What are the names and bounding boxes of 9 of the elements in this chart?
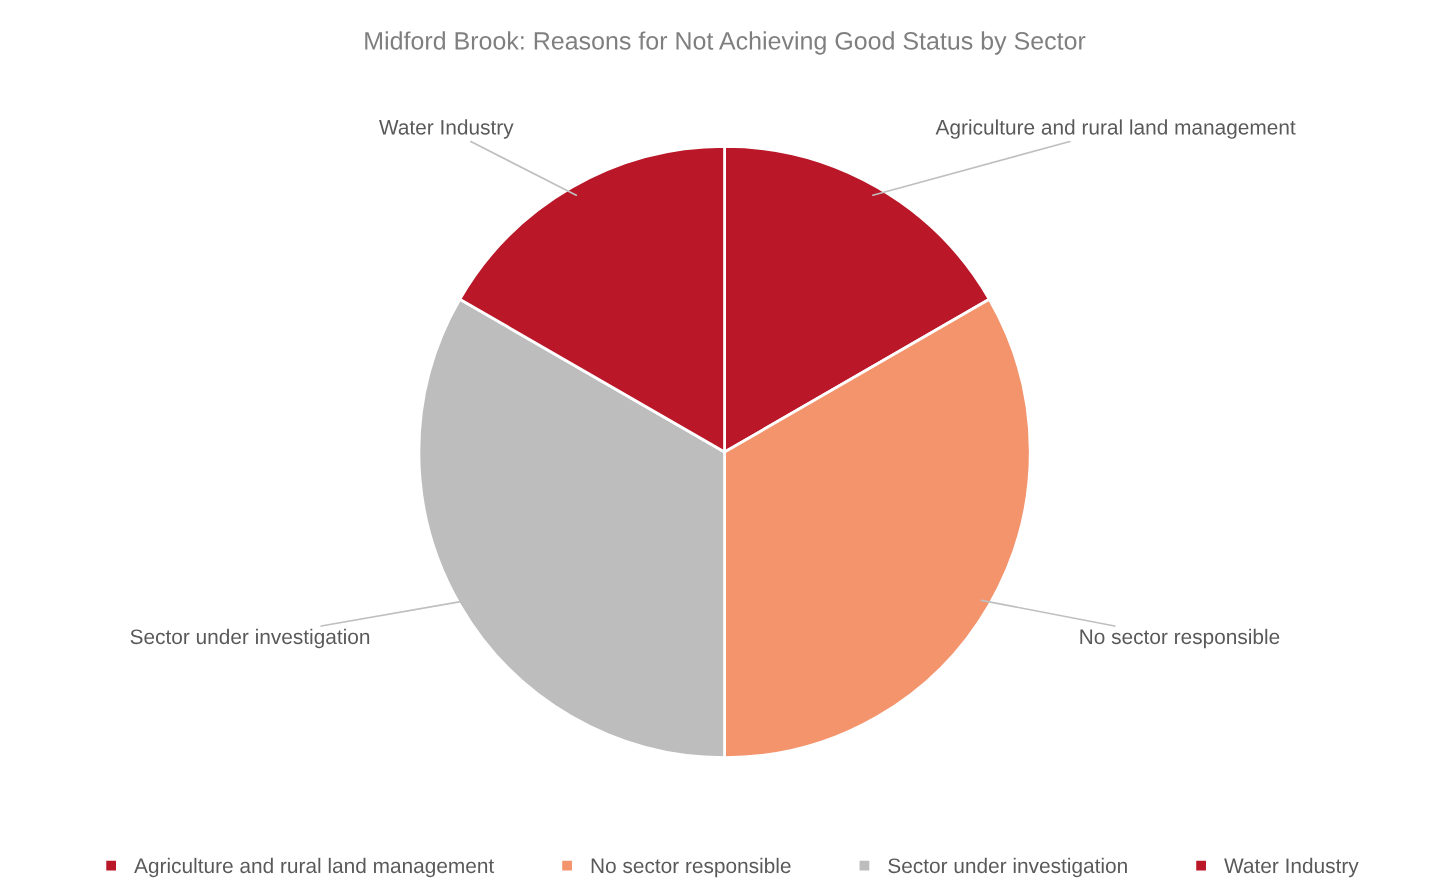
slice-label: Sector under investigation [130,628,370,649]
slice-label: No sector responsible [1080,628,1280,649]
legend-label: Agriculture and rural land management [134,857,495,878]
legend-label: No sector responsible [591,857,791,878]
category-label: Agriculture and rural land management [935,119,1296,139]
legend-label: Sector under investigation [888,857,1127,878]
legend-label: Water Industry [1224,857,1359,878]
chart-title: Midford Brook: Reasons for Not Achieving Good Status by Sector [365,31,1086,55]
category-label: Water Industry [379,119,514,139]
